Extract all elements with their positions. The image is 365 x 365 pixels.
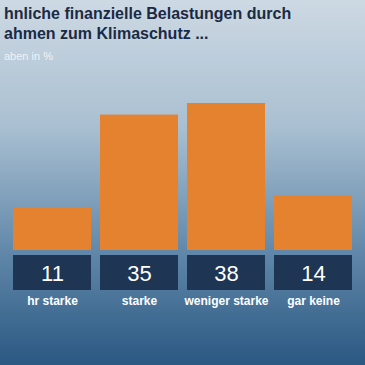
svg-text:weniger starke: weniger starke [183,294,268,308]
svg-text:hr starke: hr starke [27,294,78,308]
svg-text:35: 35 [127,261,151,286]
svg-text:14: 14 [301,261,325,286]
svg-text:starke: starke [122,294,158,308]
html-text:aben in %: aben in % [4,50,53,62]
svg-text:gar keine: gar keine [287,294,340,308]
html-text:hnliche finanzielle Belastunge: hnliche finanzielle Belastungen durch ah… [4,5,292,42]
svg-text:11: 11 [41,261,64,286]
svg-text:38: 38 [214,261,238,286]
